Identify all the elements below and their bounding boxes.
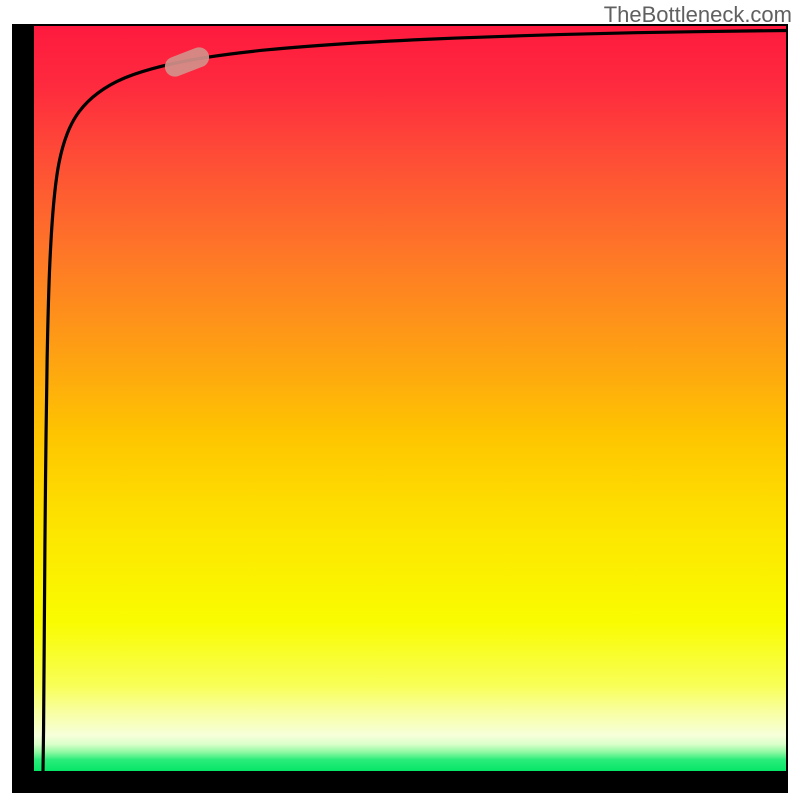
bottleneck-curve xyxy=(34,26,786,771)
plot-frame xyxy=(12,24,788,793)
chart-stage: TheBottleneck.com xyxy=(0,0,800,800)
curve-path xyxy=(43,30,786,771)
gradient-background xyxy=(34,26,786,771)
